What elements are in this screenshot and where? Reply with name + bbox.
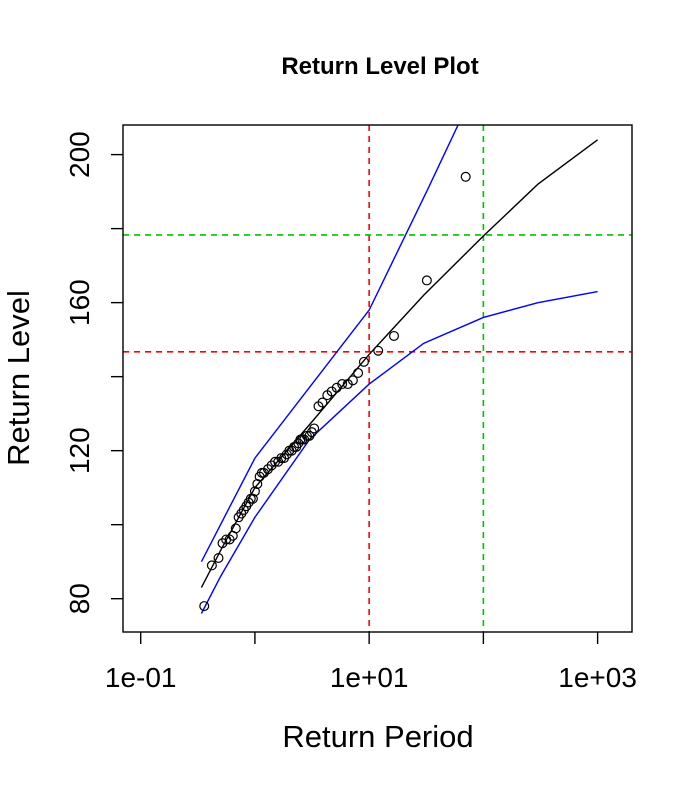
data-point xyxy=(389,330,400,341)
data-point xyxy=(317,397,328,408)
x-tick-label: 1e-01 xyxy=(105,662,177,693)
series-line-2 xyxy=(200,290,598,614)
x-axis-title: Return Period xyxy=(282,719,473,754)
data-point xyxy=(373,345,384,356)
plot-data-group xyxy=(123,125,632,632)
data-point xyxy=(460,171,471,182)
data-point xyxy=(358,356,369,367)
data-point xyxy=(309,423,320,434)
data-point xyxy=(230,523,241,534)
plot-frame xyxy=(122,124,633,633)
chart-title: Return Level Plot xyxy=(281,53,478,80)
series-line-0 xyxy=(200,139,599,588)
y-tick-label: 200 xyxy=(64,131,95,178)
x-tick-label: 1e+03 xyxy=(558,662,637,693)
series-line-1 xyxy=(200,125,459,563)
data-point xyxy=(342,379,353,390)
plot-area: 1e-01 1e+01 1e+03 80 120 160 200 xyxy=(64,124,637,693)
y-tick-label: 160 xyxy=(64,279,95,326)
data-point xyxy=(206,560,217,571)
data-point xyxy=(213,552,224,563)
data-point xyxy=(249,486,260,497)
y-axis-title: Return Level xyxy=(1,290,36,466)
data-point xyxy=(262,464,273,475)
data-point xyxy=(301,430,312,441)
data-point xyxy=(252,478,263,489)
data-point xyxy=(337,379,348,390)
y-tick-label: 80 xyxy=(64,583,95,614)
x-tick-label: 1e+01 xyxy=(330,662,409,693)
data-point xyxy=(347,375,358,386)
data-point xyxy=(353,367,364,378)
y-tick-label: 120 xyxy=(64,427,95,474)
data-point xyxy=(331,382,342,393)
data-point xyxy=(199,601,210,612)
data-point xyxy=(421,275,432,286)
data-point xyxy=(247,493,258,504)
data-point xyxy=(326,386,337,397)
